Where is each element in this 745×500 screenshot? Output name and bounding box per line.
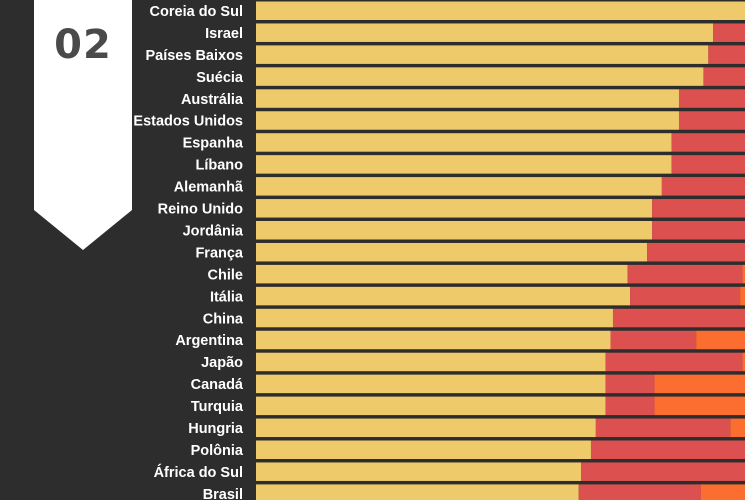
bar-segment-orange	[742, 352, 745, 372]
category-label: Coreia do Sul	[150, 4, 243, 20]
bar-segment-red	[671, 133, 745, 152]
bar-segment-yellow	[256, 484, 579, 500]
bar-segment-yellow	[256, 440, 591, 459]
bar-segment-orange	[700, 484, 745, 500]
bar-segment-red	[605, 396, 655, 416]
bar-segment-yellow	[256, 111, 679, 130]
bar-segment-orange	[730, 418, 745, 438]
bar-segment-red	[703, 67, 745, 86]
bar-segment-yellow	[256, 199, 653, 218]
category-label: Austrália	[181, 92, 244, 108]
category-label: Líbano	[195, 158, 243, 174]
bar-segment-red	[578, 484, 701, 500]
bar-segment-yellow	[256, 462, 582, 481]
bar-segment-red	[605, 374, 655, 394]
category-label: África do Sul	[154, 464, 243, 481]
bar-segment-yellow	[256, 221, 653, 240]
bar-segment-orange	[654, 396, 745, 416]
category-label: Jordânia	[183, 223, 244, 239]
bar-segment-red	[678, 89, 745, 108]
bar-segment-orange	[654, 374, 745, 394]
category-label: Brasil	[203, 487, 243, 500]
bar-segment-orange	[740, 286, 745, 306]
category-label: Reino Unido	[158, 202, 244, 218]
bar-segment-red	[671, 155, 745, 174]
category-label: Hungria	[188, 421, 244, 437]
category-label: Japão	[201, 355, 243, 371]
bar-segment-red	[605, 352, 743, 372]
category-label: França	[195, 245, 243, 261]
bar-segment-red	[581, 462, 745, 481]
bar-segment-yellow	[256, 418, 596, 438]
category-label: Estados Unidos	[133, 114, 243, 130]
bar-segment-red	[652, 199, 745, 218]
bar-segment-red	[661, 177, 745, 196]
category-label: Canadá	[191, 377, 244, 393]
bar-segment-yellow	[256, 1, 745, 20]
category-label: Israel	[205, 26, 243, 42]
bar-segment-yellow	[256, 242, 648, 262]
bar-segment-yellow	[256, 23, 714, 42]
category-label: Espanha	[183, 136, 244, 152]
bar-segment-red	[652, 221, 745, 240]
category-label: Polônia	[191, 443, 244, 459]
bar-segment-yellow	[256, 330, 611, 350]
category-label: Países Baixos	[145, 48, 243, 64]
category-label: Argentina	[175, 333, 244, 349]
category-label: China	[203, 311, 244, 327]
bar-segment-red	[630, 286, 741, 306]
bar-segment-red	[612, 308, 745, 328]
bar-segment-yellow	[256, 133, 672, 152]
bar-segment-yellow	[256, 89, 679, 108]
bar-segment-orange	[696, 330, 745, 350]
bar-segment-yellow	[256, 177, 662, 196]
bar-segment-yellow	[256, 374, 606, 394]
bar-segment-red	[627, 264, 743, 284]
bar-segment-yellow	[256, 352, 606, 372]
category-label: Itália	[210, 289, 244, 305]
bar-segment-yellow	[256, 155, 672, 174]
bar-segment-yellow	[256, 286, 631, 306]
section-badge: 02	[34, 0, 132, 250]
bar-segment-orange	[742, 264, 745, 284]
bar-segment-red	[713, 23, 745, 42]
bar-segment-red	[610, 330, 697, 350]
bar-segment-red	[595, 418, 731, 438]
category-label: Suécia	[196, 70, 244, 86]
bar-segment-red	[678, 111, 745, 130]
bar-segment-yellow	[256, 308, 613, 328]
bar-segment-red	[647, 242, 745, 262]
bar-segment-yellow	[256, 396, 606, 416]
bar-segment-red	[590, 440, 745, 459]
section-number: 02	[54, 22, 112, 68]
bar-segment-yellow	[256, 67, 704, 86]
category-label: Turquia	[191, 399, 244, 415]
bar-segment-yellow	[256, 264, 628, 284]
category-label: Chile	[208, 267, 243, 283]
bar-segment-red	[708, 45, 745, 64]
bar-segment-yellow	[256, 45, 709, 64]
category-label: Alemanhã	[174, 180, 244, 196]
